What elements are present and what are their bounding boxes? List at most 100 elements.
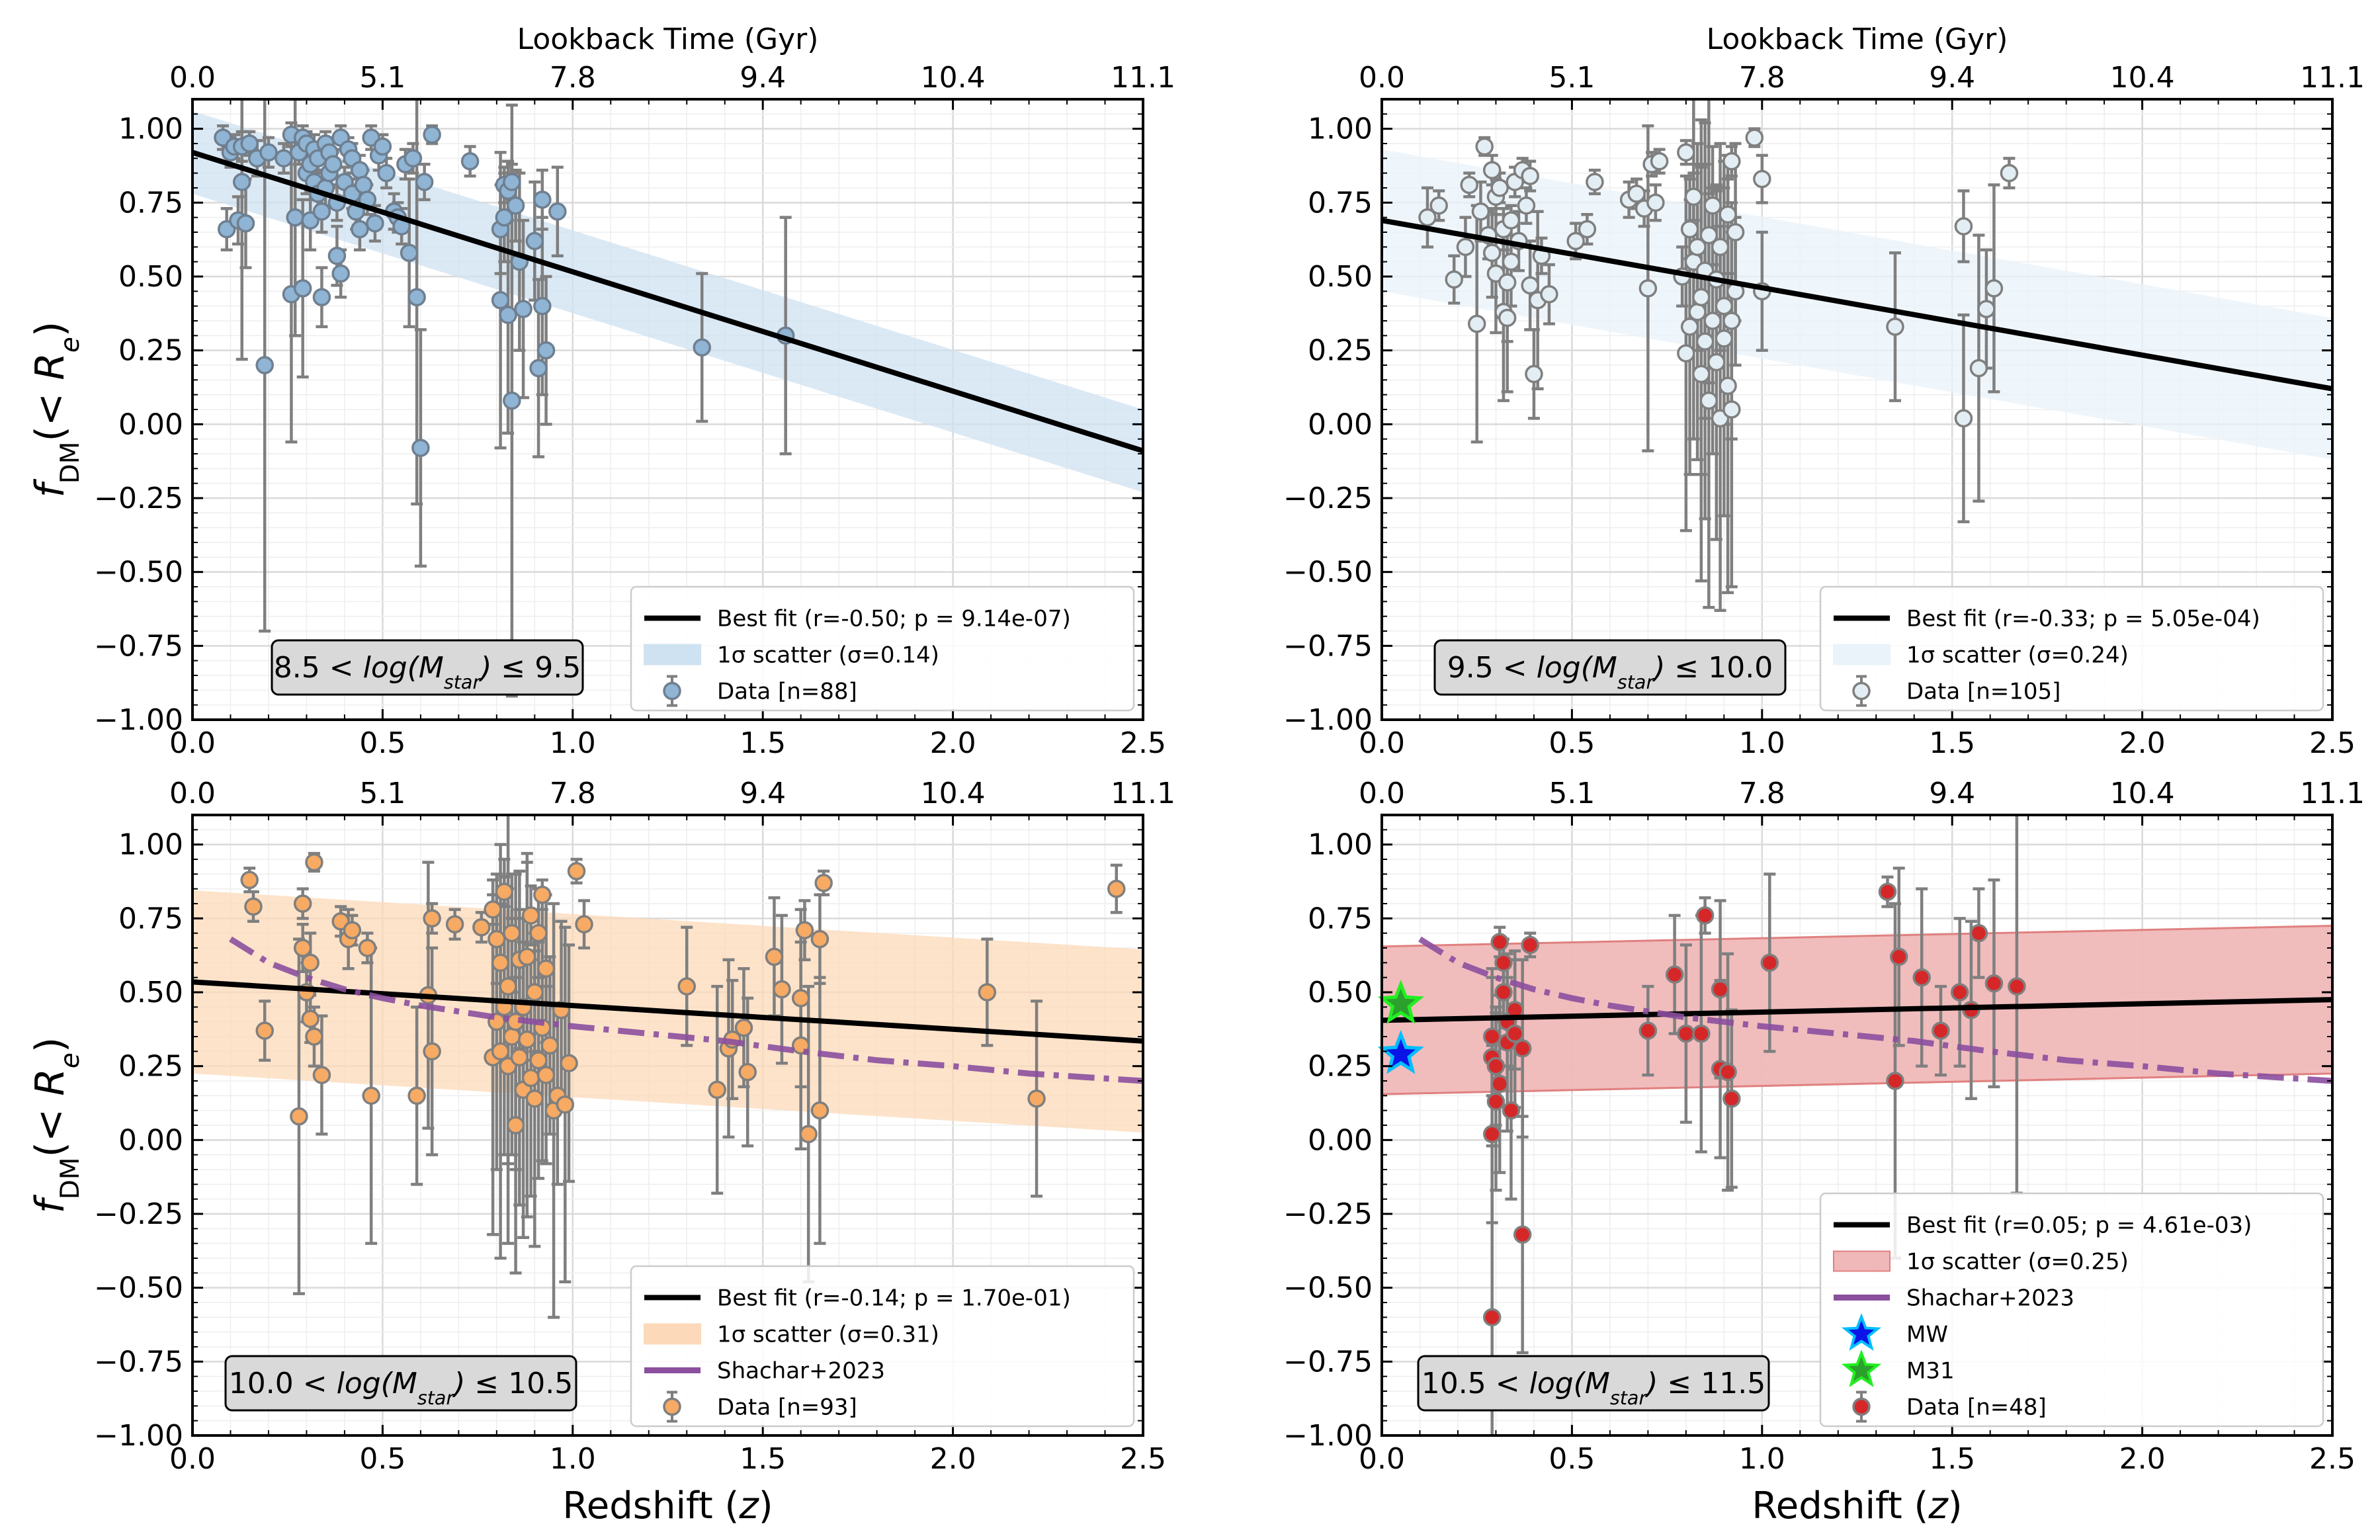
legend-label: 1σ scatter (σ=0.14) bbox=[717, 642, 939, 669]
data-point bbox=[445, 915, 464, 934]
y-tick-label: 0.00 bbox=[1308, 407, 1373, 441]
data-point bbox=[232, 173, 251, 191]
data-point bbox=[2000, 163, 2019, 183]
data-point bbox=[1760, 953, 1779, 972]
data-point bbox=[1699, 226, 1719, 245]
legend-band-swatch bbox=[1833, 1250, 1891, 1272]
top-tick-label: 5.1 bbox=[359, 61, 405, 95]
y-axis-title: fDM(< Re) bbox=[27, 1037, 85, 1214]
data-point bbox=[305, 853, 323, 872]
mass-bin-label: 10.0 < log(Mstar) ≤ 10.5 bbox=[229, 1367, 573, 1409]
x-tick-label: 2.5 bbox=[2309, 1442, 2356, 1476]
x-axis-title: Redshift (z) bbox=[1752, 1484, 1962, 1527]
text-span: ) bbox=[1652, 651, 1665, 685]
x-tick-label: 2.0 bbox=[930, 1442, 976, 1476]
top-tick-label: 7.8 bbox=[1739, 777, 1785, 810]
data-point bbox=[244, 897, 263, 916]
data-point bbox=[495, 208, 514, 227]
y-tick-label: −0.50 bbox=[1283, 1271, 1373, 1305]
legend-label: 1σ scatter (σ=0.24) bbox=[1906, 642, 2129, 669]
top-tick-label: 7.8 bbox=[1739, 61, 1785, 95]
data-point bbox=[677, 977, 696, 996]
legend-label: M31 bbox=[1906, 1358, 1955, 1385]
best-fit-line bbox=[192, 979, 1143, 1044]
text-span: DM bbox=[56, 1158, 85, 1200]
data-point bbox=[560, 1054, 578, 1072]
data-point bbox=[1680, 220, 1699, 239]
data-point bbox=[1490, 1074, 1509, 1093]
data-point bbox=[423, 909, 441, 928]
data-point bbox=[460, 152, 480, 171]
data-point bbox=[1627, 185, 1646, 203]
top-tick-label: 0.0 bbox=[1359, 61, 1405, 95]
data-point bbox=[1486, 1092, 1506, 1111]
legend-label: Best fit (r=-0.50; p = 9.14e-07) bbox=[717, 606, 1071, 632]
x-tick-label: 1.5 bbox=[740, 1442, 786, 1476]
plot-content bbox=[1382, 815, 2332, 1435]
data-point bbox=[1498, 273, 1517, 292]
data-point bbox=[1707, 353, 1726, 372]
chart-panel-bottom-left: 0.0 0.5 1.0 1.5 2.0 2.5 0.0 5.1 7.8 9.4 10.4 11.1 1.… bbox=[27, 777, 1175, 1527]
data-point bbox=[1695, 906, 1715, 925]
data-point bbox=[343, 921, 362, 939]
y-tick-label: −0.50 bbox=[1283, 556, 1373, 589]
data-point bbox=[1513, 1225, 1532, 1244]
x-tick-label: 1.0 bbox=[550, 726, 596, 760]
mass-bin-box bbox=[224, 1355, 577, 1412]
data-point bbox=[301, 953, 319, 972]
data-point bbox=[814, 873, 833, 892]
legend-frame bbox=[1819, 585, 2324, 712]
data-point bbox=[548, 202, 567, 221]
x-tick-label: 0.5 bbox=[359, 726, 405, 760]
data-point bbox=[518, 1030, 536, 1049]
y-tick-label: 0.25 bbox=[118, 1050, 183, 1084]
text-span: log(M bbox=[337, 1367, 417, 1400]
data-point bbox=[488, 929, 506, 949]
chart-panel-bottom-right: 0.0 0.5 1.0 1.5 2.0 2.5 0.0 5.1 7.8 9.4 10.4 11.1 1.… bbox=[1283, 777, 2365, 1527]
best-fit-line bbox=[1382, 997, 2332, 1023]
data-points bbox=[240, 815, 1126, 1319]
data-point bbox=[1517, 196, 1536, 215]
data-point bbox=[1482, 1125, 1502, 1144]
legend-band-swatch bbox=[644, 1323, 701, 1345]
data-point bbox=[1445, 270, 1463, 289]
data-point bbox=[1977, 300, 1996, 318]
data-point bbox=[1726, 223, 1745, 241]
data-point bbox=[1513, 1039, 1532, 1058]
data-point bbox=[503, 391, 521, 410]
y-tick-label: −0.75 bbox=[94, 629, 183, 663]
data-point bbox=[799, 1125, 818, 1144]
data-point bbox=[773, 980, 791, 999]
legend-label: Best fit (r=0.05; p = 4.61e-03) bbox=[1906, 1213, 2252, 1239]
text-span: star bbox=[1617, 671, 1656, 693]
top-tick-label: 9.4 bbox=[740, 61, 786, 95]
data-point bbox=[423, 125, 441, 144]
data-point bbox=[1684, 187, 1703, 206]
mass-bin-label: 9.5 < log(Mstar) ≤ 10.0 bbox=[1447, 651, 1773, 693]
top-tick-label: 0.0 bbox=[169, 777, 216, 810]
data-point bbox=[1722, 152, 1741, 171]
y-tick-label: −0.75 bbox=[1283, 1345, 1373, 1379]
text-span: ) bbox=[478, 651, 491, 685]
y-tick-label: −0.25 bbox=[1283, 482, 1373, 515]
x-tick-label: 2.5 bbox=[2309, 726, 2356, 760]
legend-star-swatch bbox=[1841, 1349, 1882, 1388]
x-tick-label: 2.0 bbox=[930, 726, 976, 760]
data-point bbox=[503, 1027, 521, 1046]
x-tick-label: 0.5 bbox=[1549, 1442, 1595, 1476]
data-point bbox=[1753, 169, 1771, 189]
data-point bbox=[510, 1048, 529, 1067]
top-tick-label: 7.8 bbox=[550, 777, 596, 810]
data-point bbox=[1494, 983, 1513, 1002]
data-point bbox=[1722, 1090, 1741, 1108]
data-point bbox=[708, 1080, 726, 1099]
legend-label: 1σ scatter (σ=0.31) bbox=[717, 1322, 939, 1348]
x-tick-label: 1.5 bbox=[740, 726, 786, 760]
y-tick-label: 0.00 bbox=[118, 1123, 183, 1157]
data-point bbox=[1715, 329, 1734, 348]
data-point bbox=[1467, 314, 1486, 333]
top-tick-label: 5.1 bbox=[359, 777, 405, 810]
data-point bbox=[1889, 947, 1908, 966]
ticks: 0.0 0.5 1.0 1.5 2.0 2.5 0.0 5.1 7.8 9.4 10.4 11.1 1.… bbox=[94, 777, 1175, 1476]
data-point bbox=[506, 1116, 525, 1134]
